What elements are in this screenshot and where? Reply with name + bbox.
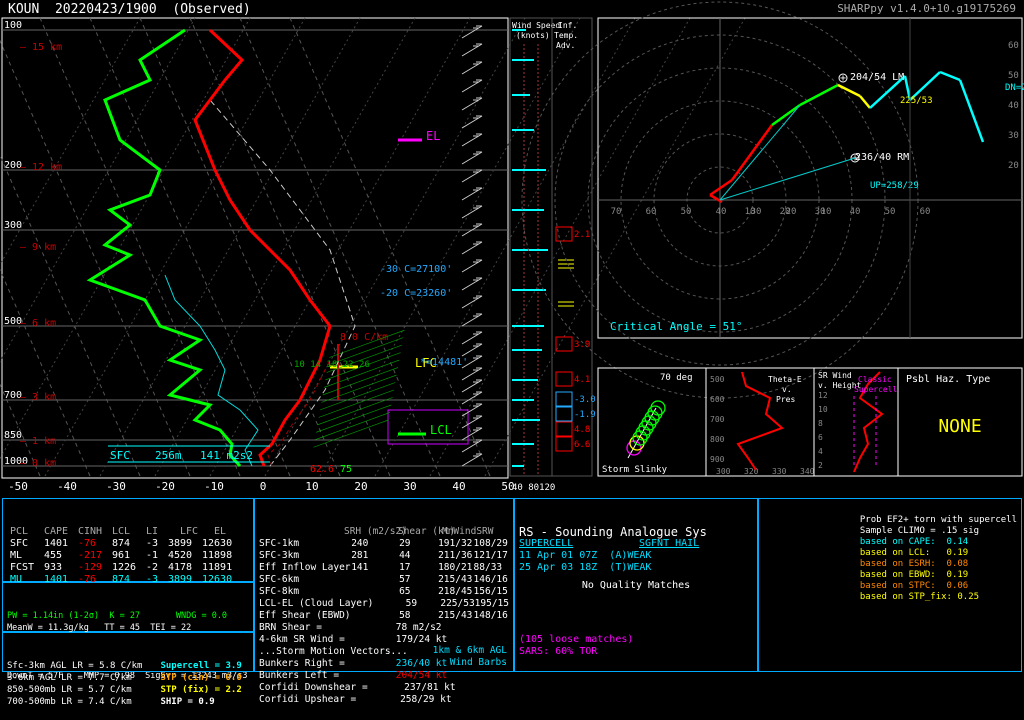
svg-text:60: 60 [920, 207, 931, 217]
svg-text:500: 500 [710, 375, 725, 384]
svg-text:Wind Speed: Wind Speed [512, 21, 560, 30]
svg-text:-1.9: -1.9 [574, 410, 596, 420]
svg-text:320: 320 [744, 467, 759, 476]
svg-text:Pres: Pres [776, 395, 795, 404]
svg-text:SFC: SFC [110, 449, 130, 462]
svg-text:8: 8 [818, 419, 823, 428]
svg-text:-30: -30 [106, 480, 126, 493]
svg-text:30: 30 [815, 207, 826, 217]
svg-text:20: 20 [780, 207, 791, 217]
svg-text:6.6: 6.6 [574, 440, 590, 450]
svg-text:v.: v. [782, 385, 792, 394]
svg-text:0: 0 [260, 480, 267, 493]
svg-text:Supercell: Supercell [854, 385, 898, 394]
svg-text:30: 30 [403, 480, 416, 493]
svg-text:40: 40 [850, 207, 861, 217]
svg-text:4: 4 [818, 447, 823, 456]
svg-text:2: 2 [818, 461, 823, 470]
svg-text:700: 700 [710, 415, 725, 424]
svg-text:DN=23: DN=23 [1005, 83, 1024, 93]
svg-text:12: 12 [818, 391, 828, 400]
svg-text:225/53: 225/53 [900, 96, 933, 106]
thermo-panel: PW = 1.14in (1-2σ) K = 27 WNDG = 0.0Mean… [2, 582, 254, 632]
svg-text:40: 40 [1008, 101, 1019, 111]
svg-text:Temp.: Temp. [554, 31, 578, 40]
svg-text:Critical Angle = 51°: Critical Angle = 51° [610, 320, 742, 333]
svg-text:— 9 km: — 9 km [20, 242, 56, 253]
svg-text:50: 50 [885, 207, 896, 217]
svg-text:+: + [840, 73, 846, 84]
svg-text:20: 20 [354, 480, 367, 493]
svg-text:300: 300 [716, 467, 731, 476]
svg-text:10 14 18 22 26: 10 14 18 22 26 [294, 360, 370, 370]
svg-text:100: 100 [4, 20, 22, 31]
svg-text:10: 10 [305, 480, 318, 493]
svg-text:30: 30 [1008, 131, 1019, 141]
svg-text:40: 40 [452, 480, 465, 493]
svg-text:— 3 km: — 3 km [20, 392, 56, 403]
svg-text:*=14481': *=14481' [420, 357, 468, 368]
svg-text:-20 C=23260': -20 C=23260' [380, 288, 452, 299]
svg-text:75: 75 [340, 464, 352, 475]
svg-text:— 0 km: — 0 km [20, 458, 56, 469]
svg-text:204/54 LM: 204/54 LM [850, 72, 904, 83]
svg-text:-20: -20 [155, 480, 175, 493]
svg-text:256m: 256m [155, 449, 182, 462]
svg-text:60: 60 [1008, 41, 1019, 51]
svg-text:-3.0: -3.0 [574, 395, 596, 405]
svg-text:800: 800 [710, 435, 725, 444]
parcel-table: PCLCAPECINHLCLLILFCELSFC1401-76874-33899… [2, 498, 254, 582]
svg-text:— 12 km: — 12 km [20, 162, 62, 173]
svg-text:(knots): (knots) [516, 31, 550, 40]
svg-text:4.8: 4.8 [574, 425, 590, 435]
svg-text:10: 10 [818, 405, 828, 414]
svg-text:— 15 km: — 15 km [20, 42, 62, 53]
svg-text:Inf.: Inf. [558, 21, 577, 30]
svg-text:— 1 km: — 1 km [20, 436, 56, 447]
svg-text:20: 20 [1008, 161, 1019, 171]
svg-text:Adv.: Adv. [556, 41, 575, 50]
svg-text:Psbl Haz. Type: Psbl Haz. Type [906, 374, 990, 385]
svg-text:60: 60 [646, 207, 657, 217]
svg-text:— 6 km: — 6 km [20, 318, 56, 329]
svg-text:8.0 C/km: 8.0 C/km [340, 332, 388, 343]
svg-text:4.1: 4.1 [574, 375, 590, 385]
svg-text:62.6: 62.6 [310, 464, 334, 475]
svg-text:6: 6 [818, 433, 823, 442]
stp-panel: Prob EF2+ torn with supercellSample CLIM… [758, 498, 1022, 672]
svg-text:2.1: 2.1 [574, 230, 590, 240]
svg-text:50: 50 [1008, 71, 1019, 81]
svg-text:LCL: LCL [430, 423, 452, 437]
svg-text:236/40 RM: 236/40 RM [855, 152, 909, 163]
svg-text:-40: -40 [57, 480, 77, 493]
lapse-panel: Sfc-3km AGL LR = 5.8 C/km3-6km AGL LR = … [2, 632, 254, 672]
svg-text:600: 600 [710, 395, 725, 404]
svg-text:-50: -50 [8, 480, 28, 493]
svg-text:NONE: NONE [938, 416, 981, 437]
svg-text:40: 40 [716, 207, 727, 217]
svg-text:330: 330 [772, 467, 787, 476]
svg-text:-30 C=27100': -30 C=27100' [380, 264, 452, 275]
svg-text:40 80120: 40 80120 [512, 483, 555, 493]
svg-text:70 deg: 70 deg [660, 373, 693, 383]
svg-text:EL: EL [426, 129, 440, 143]
svg-text:340: 340 [800, 467, 815, 476]
sars-panel: RS - Sounding Analogue SysSUPERCELLSGFNT… [514, 498, 758, 672]
svg-text:Storm Slinky: Storm Slinky [602, 465, 668, 475]
svg-text:141 m2s2: 141 m2s2 [200, 449, 253, 462]
kinematics-panel: SRH (m2/s2)Shear (kt)MnWindSRWSFC-1km240… [254, 498, 514, 672]
svg-text:SR Wind: SR Wind [818, 371, 852, 380]
svg-text:UP=258/29: UP=258/29 [870, 181, 919, 191]
svg-text:50: 50 [681, 207, 692, 217]
svg-text:Classic: Classic [858, 375, 892, 384]
svg-text:-10: -10 [204, 480, 224, 493]
svg-text:900: 900 [710, 455, 725, 464]
svg-text:300: 300 [4, 220, 22, 231]
svg-text:70: 70 [611, 207, 622, 217]
svg-text:10: 10 [745, 207, 756, 217]
svg-text:Theta-E: Theta-E [768, 375, 802, 384]
